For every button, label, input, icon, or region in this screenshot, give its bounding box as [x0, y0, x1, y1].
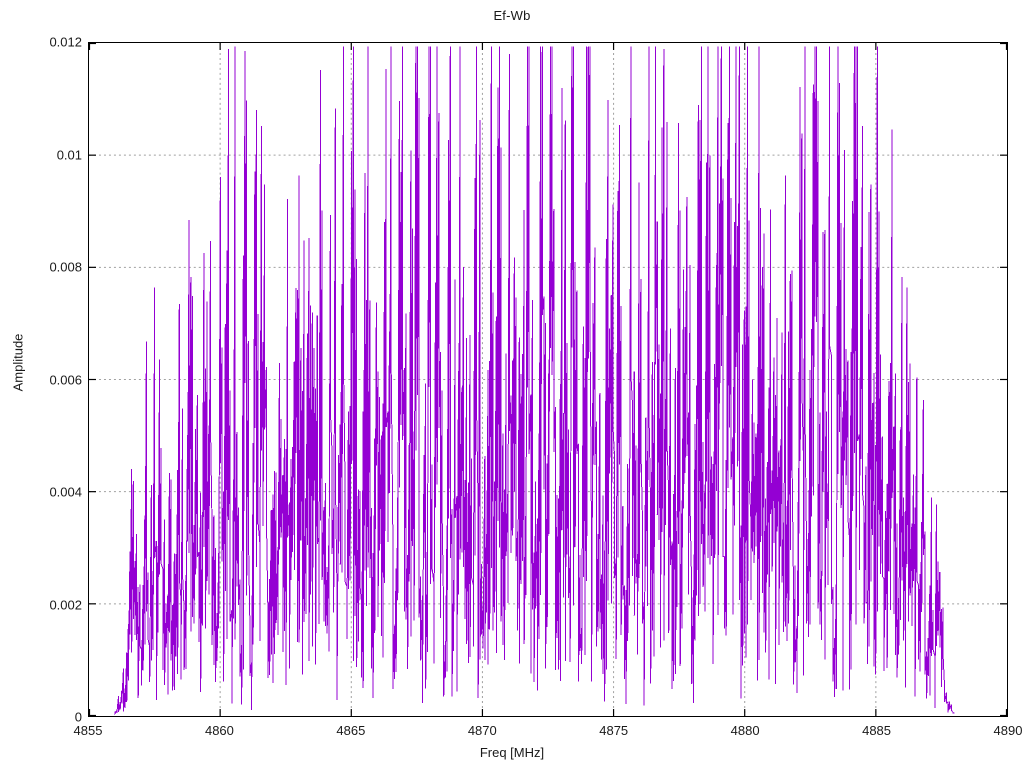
y-tick-label: 0.01: [56, 147, 82, 162]
x-tick-label: 4865: [336, 723, 366, 738]
x-tick-label: 4885: [862, 723, 892, 738]
chart-title: Ef-Wb: [493, 8, 531, 23]
x-tick-label: 4875: [599, 723, 629, 738]
axis-ticks: [89, 43, 1007, 716]
x-tick-label: 4870: [467, 723, 497, 738]
y-tick-label: 0.008: [49, 259, 82, 275]
y-tick-label: 0: [74, 709, 82, 725]
data-series-line: [114, 46, 955, 716]
x-tick-label: 4890: [993, 723, 1023, 738]
x-tick-label: 4855: [73, 723, 103, 738]
x-tick-label: 4860: [204, 723, 234, 738]
plot-area: [88, 42, 1008, 717]
y-tick-label: 0.006: [49, 372, 82, 387]
y-tick-label: 0.002: [49, 597, 82, 612]
x-axis-tick-labels: 4855 4860 4865 4870 4875 4880 4885 4890: [0, 723, 1024, 747]
y-tick-label: 0.004: [49, 484, 82, 500]
x-tick-label: 4880: [730, 723, 760, 738]
y-tick-label: 0.012: [49, 34, 82, 50]
y-axis-tick-labels: 0 0.002 0.004 0.006 0.008 0.01 0.012: [0, 0, 82, 768]
x-axis-title: Freq [MHz]: [479, 745, 545, 760]
